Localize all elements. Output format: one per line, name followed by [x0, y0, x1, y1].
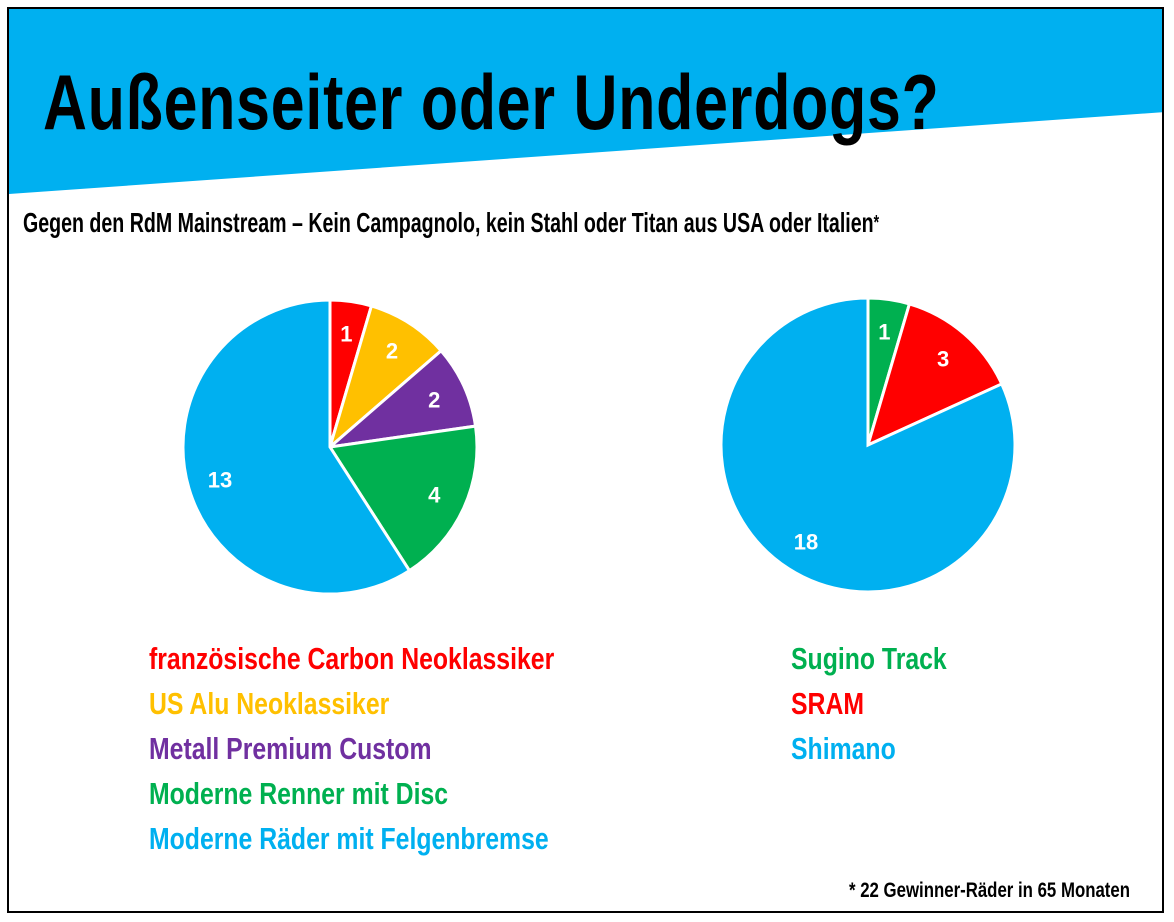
- legend-item: Sugino Track: [791, 641, 947, 676]
- subtitle-footnote-mark: *: [873, 212, 880, 234]
- legend-right: Sugino Track SRAM Shimano: [791, 641, 986, 776]
- pie-data-label: 18: [794, 529, 818, 554]
- subtitle-text: Gegen den RdM Mainstream – Kein Campagno…: [23, 207, 874, 238]
- infographic-frame: Außenseiter oder Underdogs? Gegen den Rd…: [7, 7, 1164, 913]
- legend-item: französische Carbon Neoklassiker: [149, 641, 555, 676]
- footnote: * 22 Gewinner-Räder in 65 Monaten: [849, 879, 1131, 902]
- pie-slice: [181, 298, 412, 596]
- legend-item: SRAM: [791, 686, 865, 721]
- title-banner: [9, 9, 1162, 194]
- pie-slice: [865, 302, 1004, 448]
- legend-item: Moderne Renner mit Disc: [149, 776, 449, 811]
- legend-item: Metall Premium Custom: [149, 731, 432, 766]
- pie-data-label: 1: [340, 322, 352, 347]
- subtitle: Gegen den RdM Mainstream – Kein Campagno…: [23, 205, 879, 241]
- pie-slice: [719, 296, 1017, 594]
- legend-item: Shimano: [791, 731, 896, 766]
- page-title: Außenseiter oder Underdogs?: [43, 58, 940, 146]
- pie-data-label: 1: [878, 320, 890, 345]
- pie-slice: [325, 348, 478, 450]
- legend-item: US Alu Neoklassiker: [149, 686, 390, 721]
- pie-data-label: 2: [428, 387, 440, 412]
- pie-slice: [327, 304, 444, 452]
- pie-data-label: 3: [937, 346, 949, 371]
- pie-data-label: 4: [428, 483, 441, 508]
- pie-data-label: 2: [386, 339, 398, 364]
- legend-left: französische Carbon Neoklassiker US Alu …: [149, 641, 656, 866]
- legend-item: Moderne Räder mit Felgenbremse: [149, 821, 549, 856]
- pie-data-label: 13: [208, 467, 232, 492]
- pie-slice: [327, 424, 479, 573]
